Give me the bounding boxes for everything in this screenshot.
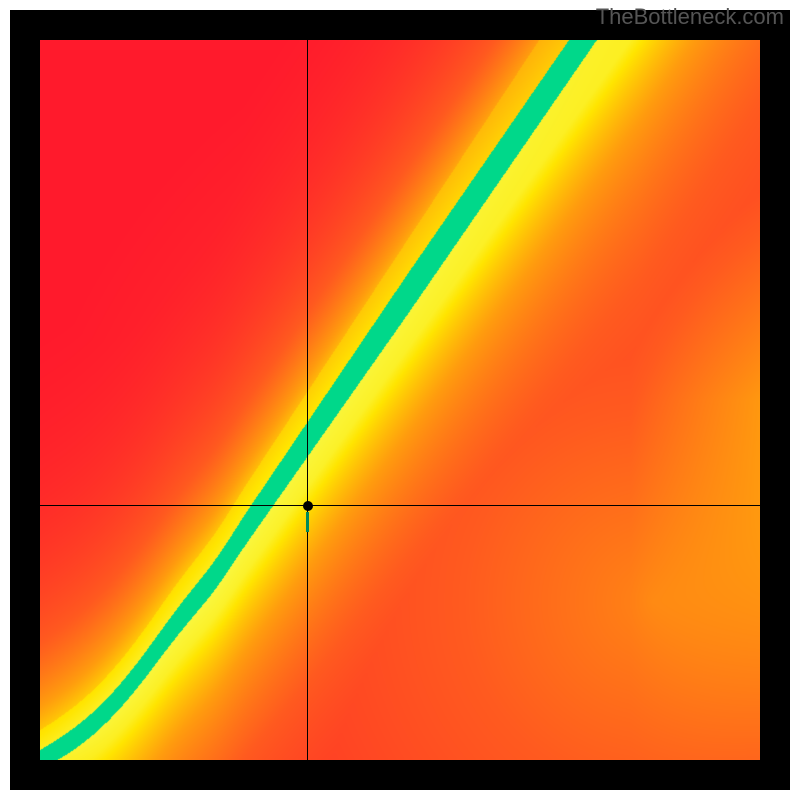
- heatmap-canvas: [40, 40, 760, 760]
- crosshair-vertical: [307, 40, 308, 760]
- crosshair-dot: [303, 501, 313, 511]
- crosshair-tick-below: [306, 512, 309, 532]
- watermark-text: TheBottleneck.com: [596, 4, 784, 30]
- crosshair-horizontal: [40, 505, 760, 506]
- root: TheBottleneck.com: [0, 0, 800, 800]
